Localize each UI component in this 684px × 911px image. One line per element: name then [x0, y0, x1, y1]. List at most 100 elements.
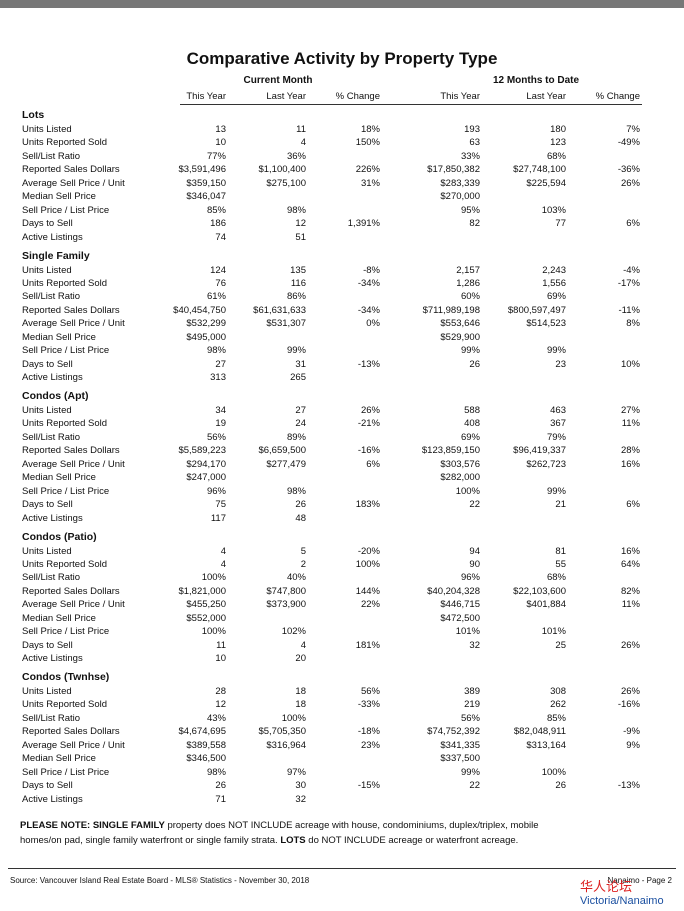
row-label: Reported Sales Dollars: [22, 164, 120, 176]
cell: -8%: [363, 264, 380, 276]
cell: 26%: [620, 177, 640, 189]
column-header: % Change: [335, 91, 380, 102]
cell: $123,859,150: [421, 445, 480, 457]
cell: 76: [215, 277, 226, 289]
cell: 82: [469, 218, 480, 230]
cell: 86%: [286, 291, 306, 303]
row-label: Units Listed: [22, 405, 72, 416]
cell: $346,047: [186, 191, 226, 203]
cell: 18: [295, 699, 306, 711]
cell: $553,646: [440, 318, 480, 330]
cell: 4: [220, 545, 226, 557]
row-label: Average Sell Price / Unit: [22, 739, 125, 751]
cell: $247,000: [186, 472, 226, 484]
section-name: Single Family: [22, 249, 90, 262]
cell: 69%: [546, 291, 566, 303]
column-header: Last Year: [526, 91, 566, 102]
cell: 99%: [546, 345, 566, 357]
row-label: Units Reported Sold: [22, 277, 108, 289]
cell: 16%: [620, 458, 640, 470]
cell: 463: [550, 405, 566, 416]
cell: -4%: [623, 264, 640, 276]
cell: 19: [215, 418, 226, 430]
row-label: Sell Price / List Price: [22, 626, 110, 638]
cell: 18%: [360, 124, 380, 135]
cell: 10%: [620, 358, 640, 370]
cell: 24: [295, 418, 306, 430]
cell: 55: [555, 558, 566, 570]
cell: 32: [295, 793, 306, 805]
cell: 100%: [201, 626, 226, 638]
cell: 116: [290, 277, 306, 289]
row-label: Units Listed: [22, 545, 72, 557]
cell: $277,479: [266, 458, 306, 470]
column-header: Last Year: [266, 91, 306, 102]
cell: 181%: [355, 639, 380, 651]
cell: $294,170: [186, 458, 226, 470]
cell: 26: [215, 780, 226, 792]
cell: $747,800: [266, 585, 306, 597]
cell: 18: [295, 686, 306, 697]
cell: 48: [295, 512, 306, 524]
cell: $514,523: [526, 318, 566, 330]
cell: 26%: [620, 639, 640, 651]
cell: 56%: [460, 712, 480, 724]
cell: $1,821,000: [178, 585, 226, 597]
cell: 10: [215, 653, 226, 665]
row-label: Active Listings: [22, 231, 83, 243]
cell: 74: [215, 231, 226, 243]
cell: 75: [215, 499, 226, 511]
cell: $3,591,496: [178, 164, 226, 176]
cell: 100%: [541, 766, 566, 778]
cell: $282,000: [440, 472, 480, 484]
cell: 135: [290, 264, 306, 276]
cell: 56%: [206, 431, 226, 443]
cell: 94: [469, 545, 480, 557]
cell: 5: [300, 545, 306, 557]
cell: $74,752,392: [427, 726, 480, 738]
cell: 56%: [360, 686, 380, 697]
cell: $532,299: [186, 318, 226, 330]
cell: 262: [550, 699, 566, 711]
cell: 98%: [286, 204, 306, 216]
cell: 26%: [360, 405, 380, 416]
row-label: Active Listings: [22, 653, 83, 665]
row-label: Units Reported Sold: [22, 137, 108, 149]
cell: 226%: [355, 164, 380, 176]
cell: 100%: [281, 712, 306, 724]
cell: 193: [464, 124, 480, 135]
row-label: Sell Price / List Price: [22, 204, 110, 216]
cell: 11%: [621, 599, 640, 611]
note: PLEASE NOTE: SINGLE FAMILY property does…: [20, 818, 580, 848]
cell: $316,964: [266, 739, 306, 751]
cell: 100%: [455, 485, 480, 497]
cell: -11%: [618, 304, 640, 316]
watermark-site: Victoria/Nanaimo: [580, 895, 664, 907]
cell: $531,307: [266, 318, 306, 330]
cell: 82%: [620, 585, 640, 597]
cell: $359,150: [186, 177, 226, 189]
group-header: 12 Months to Date: [492, 75, 580, 86]
row-label: Sell Price / List Price: [22, 345, 110, 357]
cell: $800,597,497: [507, 304, 566, 316]
cell: 12: [295, 218, 306, 230]
cell: 144%: [355, 585, 380, 597]
row-label: Average Sell Price / Unit: [22, 318, 125, 330]
row-label: Reported Sales Dollars: [22, 585, 120, 597]
cell: 6%: [366, 458, 380, 470]
cell: 150%: [355, 137, 380, 149]
cell: 9%: [626, 739, 640, 751]
cell: 265: [290, 372, 306, 384]
cell: -49%: [617, 137, 640, 149]
top-bar: [0, 0, 684, 8]
row-label: Median Sell Price: [22, 331, 96, 343]
cell: 22: [469, 780, 480, 792]
cell: 11: [296, 124, 306, 135]
cell: 63: [469, 137, 480, 149]
cell: $27,748,100: [513, 164, 566, 176]
cell: 32: [469, 639, 480, 651]
cell: $446,715: [440, 599, 480, 611]
cell: 1,556: [542, 277, 566, 289]
cell: -13%: [617, 780, 640, 792]
